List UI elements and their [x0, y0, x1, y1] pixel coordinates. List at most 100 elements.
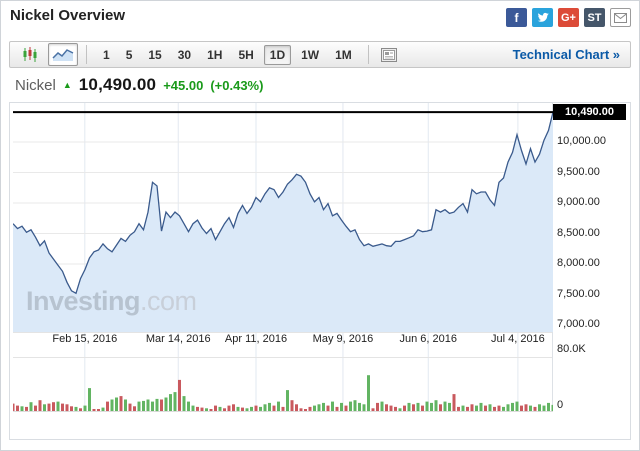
timeframe-button-30[interactable]: 30 — [177, 47, 192, 62]
y-axis-label: 9,000.00 — [557, 196, 600, 208]
news-panel-button[interactable] — [377, 43, 401, 66]
volume-axis-zero-label: 0 — [557, 399, 564, 411]
volume-bar — [511, 402, 514, 411]
technical-chart-link[interactable]: Technical Chart » — [512, 47, 620, 62]
price-change-percent: (+0.43%) — [210, 78, 264, 93]
volume-bar — [227, 405, 231, 411]
volume-bar — [142, 400, 145, 411]
volume-bar — [241, 407, 244, 411]
line-chart-button[interactable] — [48, 43, 78, 66]
x-axis-label: Feb 15, 2016 — [52, 333, 118, 345]
timeframe-button-1[interactable]: 1 — [103, 47, 110, 62]
volume-bar — [155, 398, 159, 412]
twitter-share-icon[interactable] — [532, 8, 553, 27]
y-axis-label: 7,500.00 — [557, 287, 600, 300]
volume-bar — [79, 408, 82, 411]
email-share-icon[interactable] — [610, 8, 631, 27]
volume-bar — [439, 404, 442, 412]
volume-bar — [263, 404, 267, 412]
volume-bar — [349, 401, 352, 411]
timeframe-button-15[interactable]: 15 — [148, 47, 162, 62]
timeframe-button-1m[interactable]: 1M — [335, 47, 352, 62]
volume-bar — [245, 408, 249, 411]
volume-bar — [394, 406, 397, 411]
volume-bar — [353, 400, 357, 411]
timeframe-button-1h[interactable]: 1H — [207, 47, 223, 62]
volume-bar — [331, 401, 334, 411]
stocktwits-share-icon[interactable]: ST — [584, 8, 605, 27]
volume-bar — [502, 406, 505, 411]
volume-bar — [515, 401, 519, 411]
volume-bar — [164, 397, 168, 411]
volume-bar — [542, 405, 546, 411]
volume-bar — [277, 401, 280, 411]
price-chart[interactable]: Investing.com 10,490.00 10,000.00 9,500.0… — [9, 102, 631, 440]
volume-bar — [182, 396, 186, 411]
current-price-tag: 10,490.00 — [553, 104, 626, 120]
volume-bar — [295, 404, 298, 412]
volume-bar — [407, 402, 411, 411]
volume-bar — [133, 406, 136, 411]
volume-bar — [497, 405, 501, 411]
volume-bar — [61, 403, 64, 411]
volume-bar — [304, 409, 307, 411]
toolbar-divider — [86, 45, 87, 64]
timeframe-button-1w[interactable]: 1W — [301, 47, 320, 62]
volume-bar — [367, 375, 370, 411]
volume-bar — [317, 404, 321, 412]
volume-bar — [20, 406, 24, 411]
timeframe-button-5[interactable]: 5 — [125, 47, 133, 62]
volume-bar — [335, 406, 339, 411]
volume-bar — [205, 408, 208, 411]
volume-bar — [169, 394, 172, 411]
volume-bar — [479, 402, 483, 411]
volume-bar — [358, 402, 361, 411]
volume-bar — [430, 402, 433, 411]
instrument-name: Nickel — [15, 77, 56, 94]
volume-bar — [38, 400, 42, 411]
volume-bar — [101, 407, 105, 411]
volume-bar — [106, 401, 109, 411]
volume-bar — [322, 402, 325, 411]
social-share-bar: f G+ ST — [506, 8, 631, 27]
volume-bar — [313, 405, 316, 411]
volume-bar — [124, 399, 127, 411]
volume-bar — [551, 404, 553, 411]
volume-bar — [272, 405, 276, 411]
volume-bar — [470, 404, 474, 412]
volume-bar — [547, 402, 550, 411]
volume-bar — [74, 406, 78, 411]
volume-bar — [200, 407, 204, 411]
volume-bar — [83, 405, 87, 411]
volume-bar — [70, 406, 73, 411]
volume-bar — [218, 406, 222, 411]
volume-bar — [52, 402, 55, 411]
volume-bar — [475, 405, 478, 411]
volume-bar — [254, 405, 258, 411]
timeframe-button-5h[interactable]: 5H — [238, 47, 254, 62]
volume-bar — [209, 409, 213, 411]
candlestick-chart-button[interactable] — [18, 43, 42, 66]
volume-bar — [110, 399, 114, 411]
volume-bar — [398, 408, 402, 411]
volume-bar — [421, 405, 424, 411]
volume-bar — [16, 405, 19, 411]
volume-bar — [452, 394, 456, 411]
volume-bar — [92, 409, 96, 411]
volume-bar — [434, 400, 438, 411]
volume-bar — [380, 401, 384, 411]
volume-bar — [290, 400, 294, 411]
volume-bar — [115, 397, 118, 411]
volume-bar — [362, 404, 366, 412]
volume-bar — [286, 390, 289, 411]
volume-bar — [196, 406, 199, 411]
envelope-icon — [614, 12, 627, 23]
volume-bar — [119, 396, 123, 411]
volume-bar — [178, 379, 181, 411]
google-plus-share-icon[interactable]: G+ — [558, 8, 579, 27]
chart-canvas[interactable] — [13, 103, 553, 413]
facebook-share-icon[interactable]: f — [506, 8, 527, 27]
timeframe-button-1d[interactable]: 1D — [263, 44, 292, 65]
x-axis-label: May 9, 2016 — [312, 333, 374, 345]
volume-bar — [389, 405, 393, 411]
